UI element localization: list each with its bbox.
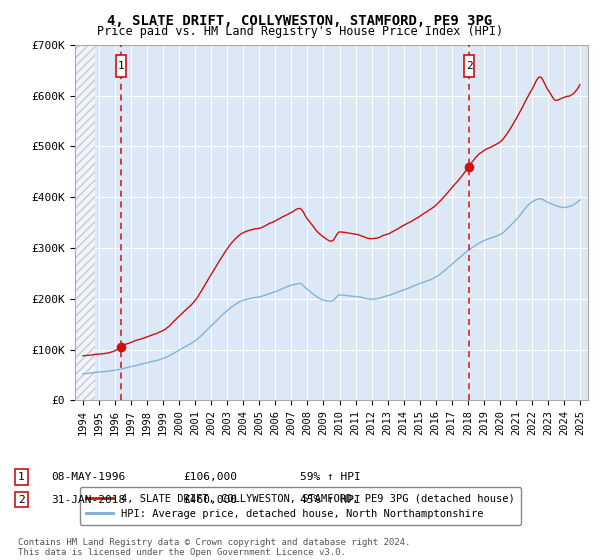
- Text: £460,000: £460,000: [183, 494, 237, 505]
- Legend: 4, SLATE DRIFT, COLLYWESTON, STAMFORD, PE9 3PG (detached house), HPI: Average pr: 4, SLATE DRIFT, COLLYWESTON, STAMFORD, P…: [80, 487, 521, 525]
- Text: 2: 2: [466, 61, 472, 71]
- Text: 31-JAN-2018: 31-JAN-2018: [51, 494, 125, 505]
- FancyBboxPatch shape: [116, 55, 126, 77]
- Text: £106,000: £106,000: [183, 472, 237, 482]
- Text: 1: 1: [18, 472, 25, 482]
- Bar: [75, 45, 95, 400]
- Text: 08-MAY-1996: 08-MAY-1996: [51, 472, 125, 482]
- FancyBboxPatch shape: [464, 55, 474, 77]
- Text: 45% ↑ HPI: 45% ↑ HPI: [300, 494, 361, 505]
- Text: 59% ↑ HPI: 59% ↑ HPI: [300, 472, 361, 482]
- Text: Price paid vs. HM Land Registry's House Price Index (HPI): Price paid vs. HM Land Registry's House …: [97, 25, 503, 38]
- Text: 2: 2: [18, 494, 25, 505]
- Text: 1: 1: [118, 61, 124, 71]
- Bar: [75, 45, 95, 400]
- Text: Contains HM Land Registry data © Crown copyright and database right 2024.
This d: Contains HM Land Registry data © Crown c…: [18, 538, 410, 557]
- Text: 4, SLATE DRIFT, COLLYWESTON, STAMFORD, PE9 3PG: 4, SLATE DRIFT, COLLYWESTON, STAMFORD, P…: [107, 14, 493, 28]
